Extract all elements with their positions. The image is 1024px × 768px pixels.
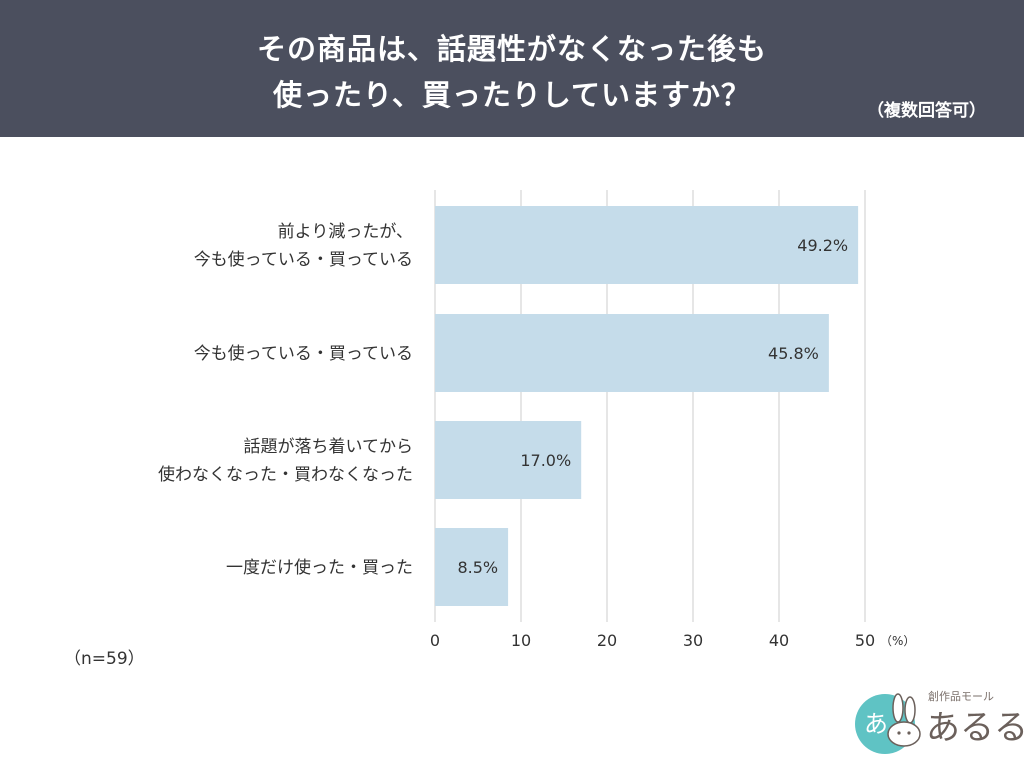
x-tick-label: 50: [855, 631, 875, 650]
category-label: 一度だけ使った・買った: [226, 557, 413, 578]
x-tick-label: 10: [511, 631, 531, 650]
category-label: 今も使っている・買っている: [194, 343, 413, 364]
bar: [435, 206, 859, 284]
bar: [435, 528, 509, 606]
chart-subtitle: （複数回答可）: [867, 101, 986, 121]
sample-size-note: （n=59）: [64, 649, 145, 669]
category-label: 今も使っている・買っている: [194, 249, 413, 270]
logo-tagline: 創作品モール: [928, 690, 994, 703]
bar-value-label: 8.5%: [457, 558, 498, 577]
logo-name: あるる: [926, 708, 1024, 748]
bar: [435, 314, 829, 392]
category-label: 使わなくなった・買わなくなった: [158, 464, 413, 485]
x-axis-unit: （%）: [880, 634, 915, 648]
category-label: 前より減ったが、: [278, 222, 413, 242]
bar-value-label: 49.2%: [797, 236, 848, 255]
category-label: 話題が落ち着いてから: [244, 437, 414, 457]
bar-value-label: 17.0%: [520, 451, 571, 470]
logo-mark-text: あ: [864, 710, 888, 738]
x-tick-label: 0: [430, 631, 440, 650]
brand-logo: あ 創作品モール あるる: [850, 686, 1024, 756]
bar-value-label: 45.8%: [768, 344, 819, 363]
x-tick-label: 30: [683, 631, 703, 650]
chart-title-line-2: 使ったり、買ったりしていますか？: [273, 78, 751, 112]
bar: [435, 421, 582, 499]
rabbit-logo-icon: あ: [855, 693, 921, 754]
x-tick-label: 20: [597, 631, 617, 650]
x-tick-label: 40: [769, 631, 789, 650]
chart-title-line-1: その商品は、話題性がなくなった後も: [256, 32, 767, 66]
header-banner: その商品は、話題性がなくなった後も 使ったり、買ったりしていますか？ （複数回答…: [0, 0, 1024, 137]
